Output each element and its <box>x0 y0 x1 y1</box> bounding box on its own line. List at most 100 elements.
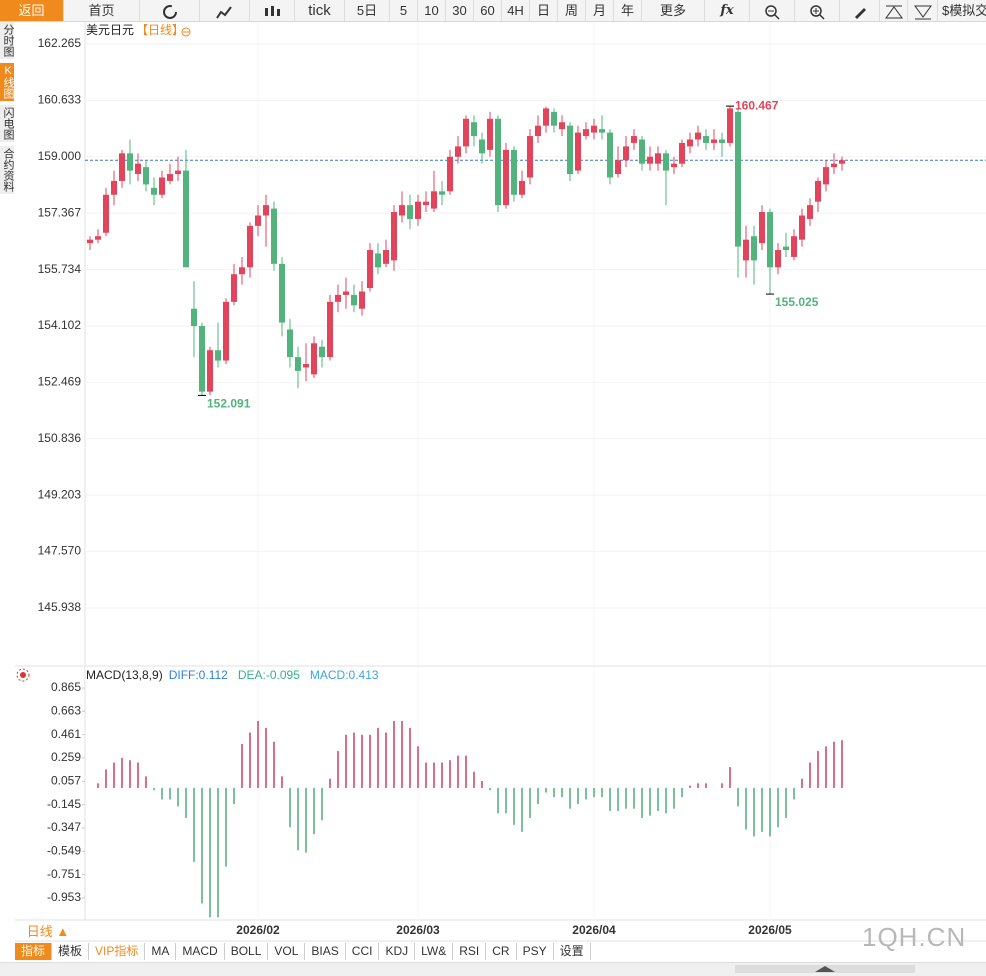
candle-body <box>271 208 277 264</box>
zoom-out-button[interactable] <box>750 0 795 21</box>
candle-body <box>775 250 781 268</box>
candle-body <box>623 146 629 161</box>
y-tick-label: 0.865 <box>51 680 81 694</box>
candle-body <box>495 118 501 206</box>
candle-body <box>191 308 197 327</box>
period-button[interactable]: 日 <box>530 0 558 21</box>
candle-body <box>711 139 717 143</box>
candle-body <box>503 149 509 206</box>
up-button[interactable] <box>880 0 908 21</box>
chart-subtitle[interactable]: 【日线】 <box>136 23 184 37</box>
period-button[interactable]: 30 <box>446 0 474 21</box>
draw-button[interactable] <box>840 0 880 21</box>
candle-body <box>423 201 429 206</box>
candle-body <box>311 343 317 375</box>
macd-icon[interactable] <box>16 668 30 682</box>
side-tab[interactable]: 分时图 <box>0 22 14 59</box>
candle-body <box>719 139 725 143</box>
bar-chart-button[interactable] <box>200 0 250 21</box>
indicator-tab[interactable]: BIAS <box>305 943 346 960</box>
candle-body <box>567 125 573 175</box>
candle-body <box>95 236 101 240</box>
candle-body <box>471 122 477 137</box>
indicator-tab[interactable]: LW& <box>415 943 454 960</box>
x-tick-label: 2026/03 <box>396 923 440 937</box>
candle-body <box>127 153 133 171</box>
tick-button[interactable]: tick <box>295 0 345 21</box>
indicator-tab[interactable]: 设置 <box>554 943 591 960</box>
side-tabs: 分时图 K线图 闪电图 合约资料 <box>0 22 14 198</box>
candle-body <box>735 111 741 247</box>
period-button[interactable]: 5 <box>390 0 418 21</box>
settings-icon[interactable] <box>181 27 191 37</box>
y-tick-label: 152.469 <box>38 375 82 389</box>
period-button[interactable]: 5日 <box>345 0 390 21</box>
period-button[interactable]: 60 <box>474 0 502 21</box>
candle-body <box>455 146 461 157</box>
back-button[interactable]: 返回 <box>0 0 64 21</box>
candle-body <box>111 180 117 195</box>
indicator-tab[interactable]: VIP指标 <box>89 943 146 960</box>
candle-body <box>263 205 269 216</box>
side-tab[interactable]: K线图 <box>0 63 14 101</box>
candle-body <box>655 153 661 164</box>
y-tick-label: 162.265 <box>38 36 82 50</box>
period-button[interactable]: 周 <box>558 0 586 21</box>
candle-body <box>327 301 333 358</box>
y-tick-label: 0.259 <box>51 750 81 764</box>
candle-body <box>175 170 181 175</box>
x-tick-label: 2026/02 <box>236 923 280 937</box>
indicator-tab[interactable]: 模板 <box>52 943 90 960</box>
x-tick-label: 2026/05 <box>748 923 792 937</box>
home-button[interactable]: 首页 <box>64 0 140 21</box>
indicator-tab[interactable]: CR <box>486 943 517 960</box>
indicator-tab[interactable]: BOLL <box>225 943 269 960</box>
indicator-tab[interactable]: CCI <box>346 943 380 960</box>
candle-body <box>767 212 773 268</box>
more-button[interactable]: 更多 <box>642 0 705 21</box>
candle-body <box>815 180 821 202</box>
candle-body <box>591 125 597 133</box>
y-tick-label: 147.570 <box>38 544 82 558</box>
candle-body <box>383 250 389 264</box>
y-tick-label: 0.461 <box>51 727 81 741</box>
candle-body <box>631 136 637 143</box>
candle-body <box>575 132 581 171</box>
indicator-tab[interactable]: MACD <box>176 943 225 960</box>
indicator-tab[interactable]: 指标 <box>15 943 53 960</box>
candle-body <box>343 291 349 295</box>
candle-body <box>407 205 413 219</box>
down-button[interactable] <box>908 0 938 21</box>
simulate-button[interactable]: $模拟交易 <box>942 3 986 18</box>
candle-button[interactable] <box>250 0 295 21</box>
y-tick-label: -0.145 <box>47 797 81 811</box>
period-button[interactable]: 月 <box>586 0 614 21</box>
indicator-tab[interactable]: RSI <box>453 943 487 960</box>
side-tab[interactable]: 合约资料 <box>0 146 14 194</box>
indicator-tab[interactable]: VOL <box>268 943 306 960</box>
candle-body <box>823 167 829 185</box>
y-tick-label: 155.734 <box>38 262 82 276</box>
period-button[interactable]: 4H <box>502 0 530 21</box>
candle-body <box>679 142 685 164</box>
formula-button[interactable]: fx <box>705 0 750 21</box>
candle-body <box>511 149 517 195</box>
indicator-tab[interactable]: KDJ <box>379 943 416 960</box>
annotation-label: 155.025 <box>775 295 819 309</box>
candle-body <box>687 139 693 147</box>
period-button[interactable]: 10 <box>418 0 446 21</box>
side-tab[interactable]: 闪电图 <box>0 105 14 142</box>
candle-body <box>663 153 669 171</box>
refresh-button[interactable] <box>140 0 200 21</box>
period-selector[interactable]: 日线 ▲ <box>15 923 81 940</box>
scrollbar[interactable] <box>0 962 986 976</box>
candle-body <box>143 167 149 185</box>
period-button[interactable]: 年 <box>614 0 642 21</box>
candle-body <box>791 236 797 257</box>
y-tick-label: 149.203 <box>38 487 82 501</box>
candle-body <box>151 187 157 195</box>
indicator-tab[interactable]: PSY <box>517 943 554 960</box>
indicator-tab[interactable]: MA <box>145 943 177 960</box>
zoom-in-button[interactable] <box>795 0 840 21</box>
candle-body <box>743 239 749 261</box>
